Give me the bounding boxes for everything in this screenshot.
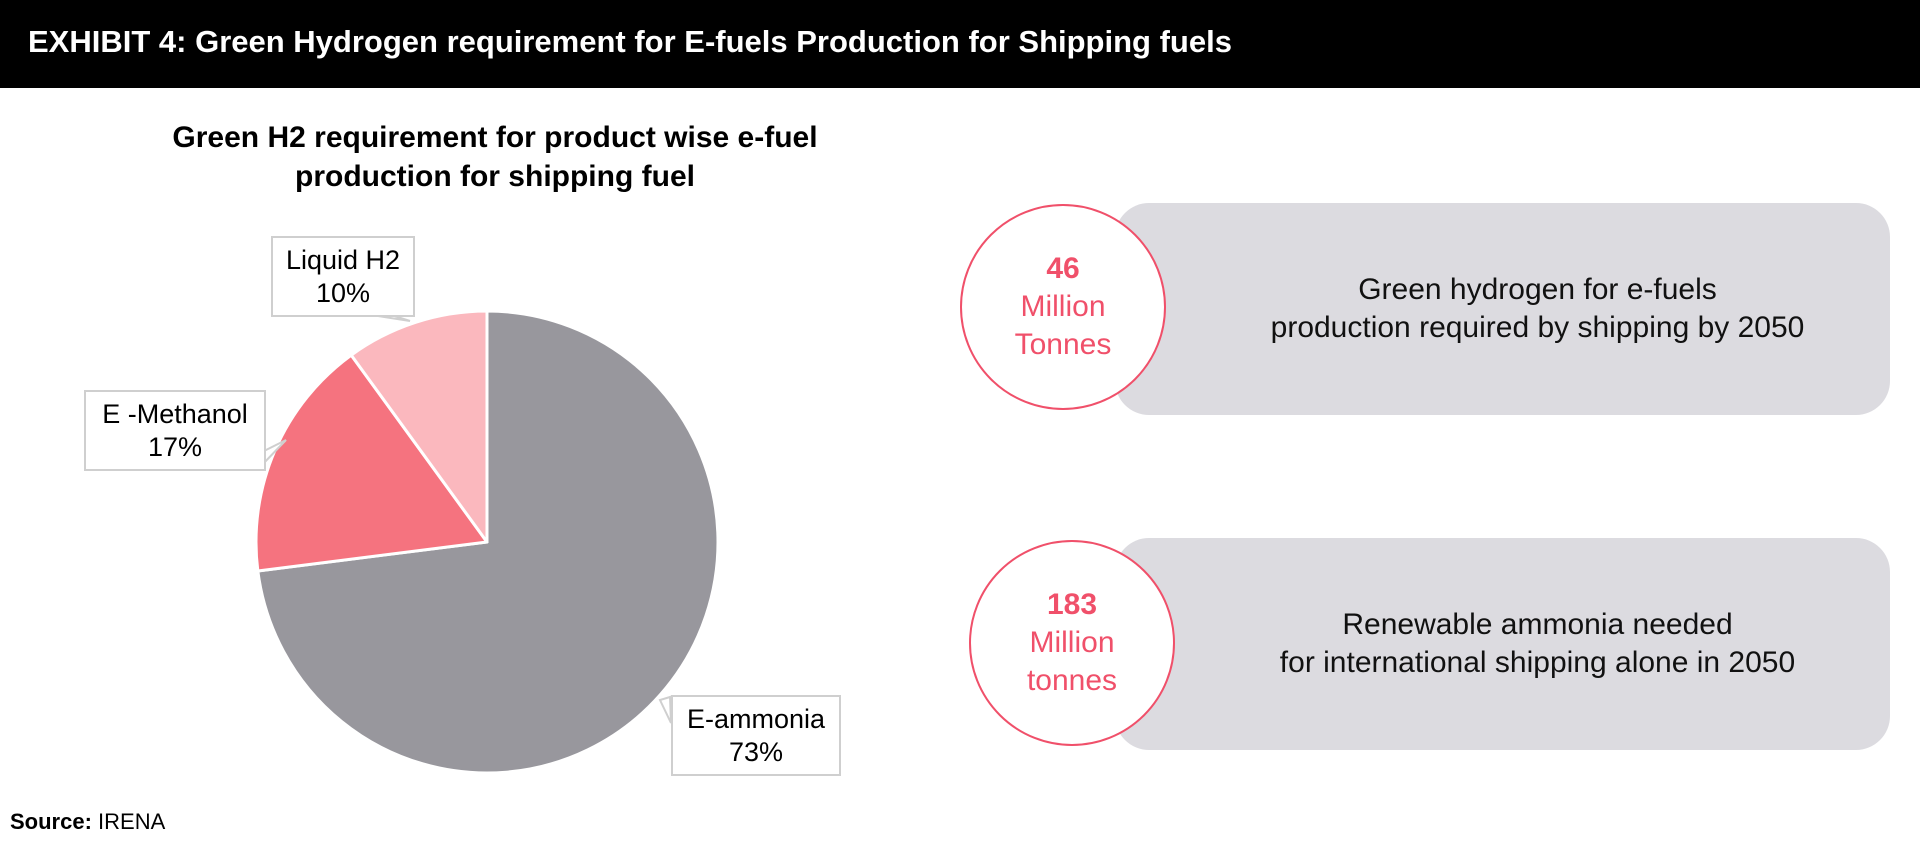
kpi-unit: Million bbox=[1020, 290, 1106, 323]
pie-slice-liquid-h2 bbox=[349, 309, 489, 544]
kpi-desc-line: Renewable ammonia needed bbox=[1342, 608, 1733, 641]
kpi-panel-1: Green hydrogen for e-fuels production re… bbox=[1115, 203, 1890, 415]
callout-label: E -Methanol bbox=[102, 398, 248, 429]
callout-pointer-e-ammonia bbox=[658, 695, 672, 724]
exhibit-header: EXHIBIT 4: Green Hydrogen requirement fo… bbox=[0, 0, 1920, 88]
kpi-value: 46 bbox=[1046, 252, 1080, 285]
callout-label: Liquid H2 bbox=[285, 244, 401, 275]
kpi-circle-2: 183 Million tonnes bbox=[969, 540, 1175, 746]
callout-percent: 17% bbox=[147, 431, 203, 462]
kpi-value: 183 bbox=[1046, 588, 1098, 621]
pie-chart bbox=[254, 309, 720, 775]
source-label: Source: bbox=[10, 809, 92, 834]
kpi-desc-line: Green hydrogen for e-fuels bbox=[1358, 273, 1717, 306]
exhibit-title: EXHIBIT 4: Green Hydrogen requirement fo… bbox=[28, 24, 1232, 59]
kpi-unit: Tonnes bbox=[1014, 328, 1112, 361]
kpi-desc-line: production required by shipping by 2050 bbox=[1270, 311, 1805, 344]
kpi-panel-2: Renewable ammonia needed for internation… bbox=[1115, 538, 1890, 750]
kpi-description: Renewable ammonia needed for internation… bbox=[1195, 538, 1880, 750]
source-text: IRENA bbox=[98, 809, 166, 834]
callout-liquid-h2: Liquid H2 10% bbox=[271, 236, 415, 317]
callout-e-methanol: E -Methanol 17% bbox=[84, 390, 266, 471]
callout-label: E-ammonia bbox=[686, 703, 826, 734]
kpi-unit: Million bbox=[1029, 626, 1115, 659]
callout-e-ammonia: E-ammonia 73% bbox=[671, 695, 841, 776]
kpi-unit: tonnes bbox=[1026, 664, 1118, 697]
kpi-circle-1: 46 Million Tonnes bbox=[960, 204, 1166, 410]
source-note: Source: IRENA bbox=[10, 809, 165, 835]
callout-percent: 10% bbox=[315, 277, 371, 308]
chart-title: Green H2 requirement for product wise e-… bbox=[172, 121, 818, 193]
kpi-desc-line: for international shipping alone in 2050 bbox=[1279, 646, 1796, 679]
callout-percent: 73% bbox=[728, 736, 784, 767]
kpi-description: Green hydrogen for e-fuels production re… bbox=[1195, 203, 1880, 415]
